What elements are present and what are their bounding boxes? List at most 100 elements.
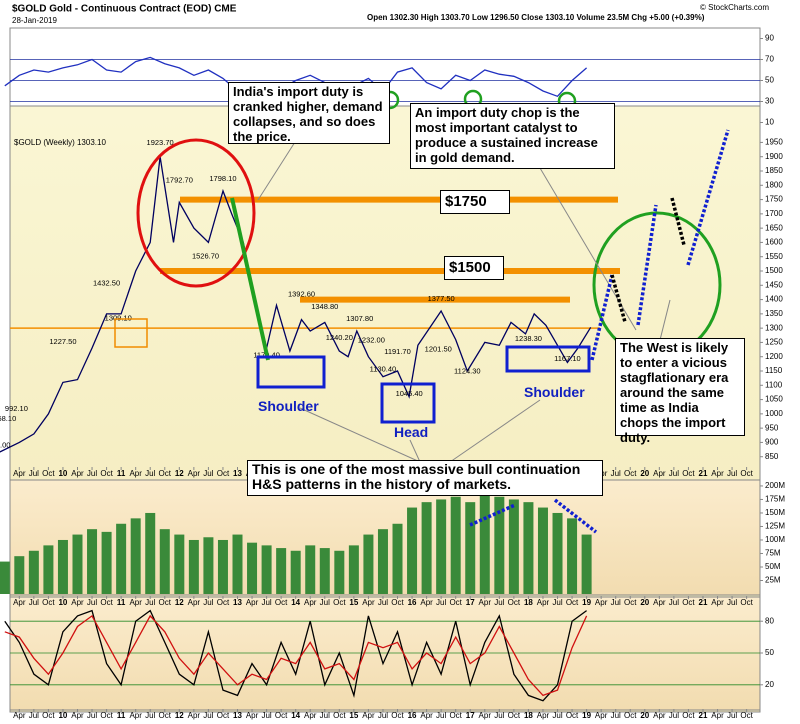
x-tick-label: 15 (349, 711, 358, 720)
orange-box (114, 318, 148, 348)
price-label: 1792.70 (166, 175, 193, 184)
x-tick-label: 12 (175, 711, 184, 720)
stoch-bg (9, 596, 761, 711)
y-tick-label: 1250 (765, 338, 783, 347)
price-label: 1923.70 (147, 138, 174, 147)
volume-bar (247, 542, 258, 594)
note: The West is likely to enter a vicious st… (615, 338, 745, 445)
x-tick-label: 19 (582, 711, 591, 720)
x-tick-label: Oct (159, 598, 172, 607)
y-tick-label: 1000 (765, 409, 783, 418)
y-tick-label: 1600 (765, 238, 783, 247)
y-tick-label: 1300 (765, 323, 783, 332)
x-tick-label: Apr (246, 598, 259, 607)
price-label: 1191.70 (384, 347, 411, 356)
y-tick-label: 1200 (765, 352, 783, 361)
y-tick-label: 10 (765, 118, 774, 127)
volume-bar (159, 529, 170, 594)
price-label: 1348.80 (311, 302, 338, 311)
x-tick-label: Apr (129, 711, 142, 720)
x-tick-label: Jul (320, 598, 330, 607)
price-label: 1045.40 (396, 389, 423, 398)
volume-bar (87, 529, 98, 594)
x-tick-label: Apr (420, 598, 433, 607)
y-tick-label: 30 (765, 97, 774, 106)
x-tick-label: Jul (261, 711, 271, 720)
x-tick-label: Oct (275, 711, 288, 720)
head-box (380, 382, 436, 424)
volume-bar (130, 518, 141, 594)
x-tick-label: Apr (129, 598, 142, 607)
x-tick-label: Oct (508, 598, 521, 607)
x-tick-label: Jul (669, 598, 679, 607)
x-tick-label: Jul (145, 711, 155, 720)
x-tick-label: Oct (333, 711, 346, 720)
price-label: 865.00 (0, 440, 10, 449)
x-tick-label: Oct (508, 711, 521, 720)
x-tick-label: Oct (391, 598, 404, 607)
volume-bar (567, 518, 578, 594)
volume-bar (508, 499, 519, 594)
y-tick-label: 25M (765, 576, 781, 585)
x-tick-label: 12 (175, 469, 184, 478)
x-tick-label: Jul (29, 711, 39, 720)
level-label: $1750 (440, 190, 510, 214)
x-tick-label: Oct (740, 598, 753, 607)
x-tick-label: Oct (159, 711, 172, 720)
x-tick-label: Jul (87, 469, 97, 478)
x-tick-label: Jul (494, 598, 504, 607)
y-tick-label: 1150 (765, 366, 783, 375)
x-tick-label: Apr (653, 598, 666, 607)
x-tick-label: Jul (87, 598, 97, 607)
volume-bar (57, 539, 68, 594)
price-label: 1377.50 (428, 294, 455, 303)
x-tick-label: Apr (595, 711, 608, 720)
y-tick-label: 70 (765, 55, 774, 64)
x-tick-label: 17 (466, 711, 475, 720)
y-tick-label: 100M (765, 535, 785, 544)
y-tick-label: 90 (765, 34, 774, 43)
y-tick-label: 1700 (765, 209, 783, 218)
series-line (0, 156, 592, 453)
x-tick-label: 13 (233, 711, 242, 720)
y-tick-label: 175M (765, 495, 785, 504)
x-tick-label: Apr (595, 598, 608, 607)
quote: Open 1302.30 High 1303.70 Low 1296.50 Cl… (367, 13, 705, 22)
credit: © StockCharts.com (700, 3, 769, 12)
x-tick-label: Apr (362, 711, 375, 720)
y-tick-label: 1800 (765, 180, 783, 189)
x-tick-label: Oct (333, 598, 346, 607)
x-tick-label: Oct (391, 711, 404, 720)
x-tick-label: Oct (566, 711, 579, 720)
x-tick-label: 16 (408, 598, 417, 607)
x-tick-label: 11 (117, 598, 126, 607)
x-tick-label: Apr (188, 469, 201, 478)
x-tick-label: Jul (669, 711, 679, 720)
y-tick-label: 1400 (765, 295, 783, 304)
x-tick-label: 20 (640, 598, 649, 607)
x-tick-label: 10 (58, 711, 67, 720)
trend-line (230, 197, 270, 361)
x-tick-label: Jul (611, 711, 621, 720)
x-tick-label: Apr (13, 598, 26, 607)
x-tick-label: Jul (669, 469, 679, 478)
date: 28-Jan-2019 (12, 16, 57, 25)
x-tick-label: Oct (275, 598, 288, 607)
x-tick-label: Apr (188, 598, 201, 607)
x-tick-label: 21 (699, 598, 708, 607)
x-tick-label: 17 (466, 598, 475, 607)
x-tick-label: Jul (727, 469, 737, 478)
volume-bar (436, 499, 447, 594)
note: India's import duty is cranked higher, d… (228, 82, 390, 144)
x-tick-label: Jul (436, 598, 446, 607)
y-tick-label: 1050 (765, 395, 783, 404)
x-tick-label: Apr (304, 711, 317, 720)
x-tick-label: Apr (479, 711, 492, 720)
x-tick-label: Oct (682, 711, 695, 720)
price-label: 1432.50 (93, 278, 120, 287)
price-label: 1392.60 (288, 290, 315, 299)
x-tick-label: Jul (378, 711, 388, 720)
x-tick-label: 19 (582, 598, 591, 607)
volume-bar (188, 539, 199, 594)
x-tick-label: Jul (87, 711, 97, 720)
